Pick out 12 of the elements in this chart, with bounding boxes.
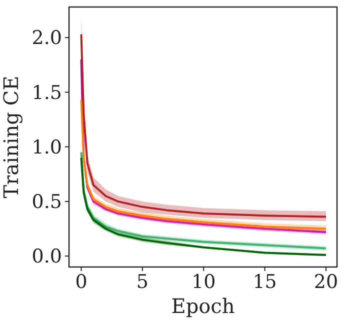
y-tick-label: 1.0 <box>32 136 62 158</box>
x-tick-label: 10 <box>192 271 216 293</box>
y-tick-label: 0.0 <box>32 246 62 268</box>
x-tick-label: 20 <box>314 271 338 293</box>
y-tick-label: 1.5 <box>32 82 62 104</box>
y-axis-title: Training CE <box>0 76 23 198</box>
y-tick-label: 0.5 <box>32 191 62 214</box>
x-tick-label: 0 <box>75 271 88 293</box>
x-tick-label: 5 <box>136 271 148 293</box>
x-tick-label: 15 <box>252 271 277 293</box>
y-tick-label: 2.0 <box>32 27 62 50</box>
x-axis-title: Epoch <box>171 294 235 318</box>
